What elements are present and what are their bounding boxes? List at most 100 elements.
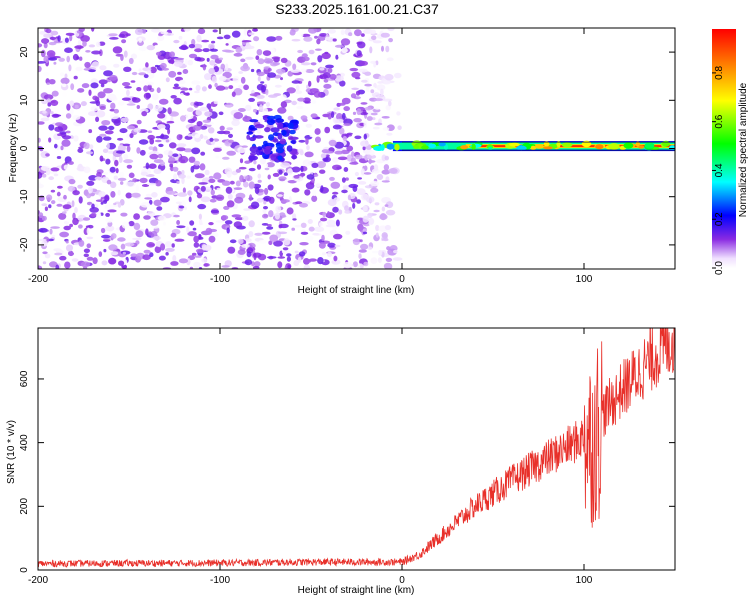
noise-blob xyxy=(228,85,234,90)
noise-blob xyxy=(74,45,84,49)
noise-blob xyxy=(89,101,99,104)
noise-blob xyxy=(241,40,252,43)
noise-blob xyxy=(360,102,368,105)
noise-blob xyxy=(48,79,56,85)
noise-blob xyxy=(362,231,368,235)
noise-blob xyxy=(345,177,349,181)
noise-blob xyxy=(132,237,142,241)
noise-blob xyxy=(289,29,296,36)
noise-blob xyxy=(173,214,180,218)
noise-blob xyxy=(362,215,369,223)
noise-blob xyxy=(343,123,352,127)
cluster-blob xyxy=(291,139,297,145)
noise-blob xyxy=(88,89,92,96)
noise-blob xyxy=(280,77,283,81)
noise-blob xyxy=(225,186,233,194)
noise-blob xyxy=(63,164,69,170)
noise-blob xyxy=(235,180,241,187)
noise-blob xyxy=(180,44,188,51)
noise-blob xyxy=(256,71,265,77)
noise-blob xyxy=(125,181,136,188)
noise-blob xyxy=(323,83,332,89)
noise-blob xyxy=(208,175,214,179)
noise-blob xyxy=(329,73,337,80)
noise-blob xyxy=(38,43,43,48)
noise-blob xyxy=(170,232,177,238)
noise-blob xyxy=(352,202,356,209)
signal-blob xyxy=(556,140,561,148)
noise-blob xyxy=(86,193,92,199)
noise-blob xyxy=(72,53,79,61)
noise-blob xyxy=(168,70,177,78)
noise-blob xyxy=(262,107,269,115)
noise-blob xyxy=(177,71,182,75)
noise-blob xyxy=(111,233,117,239)
noise-blob xyxy=(200,185,206,192)
noise-blob xyxy=(243,84,250,91)
noise-blob xyxy=(47,102,52,107)
noise-blob xyxy=(157,34,165,42)
noise-blob xyxy=(122,82,131,87)
noise-blob xyxy=(109,166,116,173)
noise-blob xyxy=(266,36,277,42)
x-tick-label: -100 xyxy=(210,575,230,586)
noise-blob xyxy=(337,156,348,161)
noise-blob xyxy=(88,69,96,73)
noise-blob xyxy=(345,230,351,235)
noise-blob xyxy=(280,101,288,108)
noise-blob xyxy=(154,64,159,68)
noise-blob xyxy=(155,180,162,187)
noise-blob xyxy=(261,231,271,235)
noise-blob xyxy=(334,244,341,248)
noise-blob xyxy=(264,41,272,45)
noise-blob xyxy=(172,153,179,157)
y-tick-label: 200 xyxy=(19,498,30,515)
noise-blob xyxy=(300,231,309,235)
noise-blob xyxy=(366,154,377,159)
colorbar-gradient xyxy=(712,29,736,268)
noise-blob xyxy=(50,226,60,229)
noise-blob xyxy=(144,197,153,200)
cluster-blob xyxy=(287,122,294,129)
noise-blob xyxy=(353,118,362,123)
cluster-blob xyxy=(249,119,259,123)
noise-blob xyxy=(338,102,346,106)
noise-blob xyxy=(240,58,246,63)
noise-blob xyxy=(178,155,189,164)
noise-blob xyxy=(105,158,111,165)
noise-blob xyxy=(158,60,165,63)
noise-blob xyxy=(314,35,318,39)
noise-blob xyxy=(393,249,398,254)
noise-blob xyxy=(259,118,263,125)
noise-blob xyxy=(310,62,317,66)
noise-blob xyxy=(43,33,52,38)
noise-blob xyxy=(248,97,256,102)
noise-blob xyxy=(189,266,194,269)
noise-blob xyxy=(201,258,208,263)
noise-blob xyxy=(60,77,70,85)
signal-blob xyxy=(638,145,645,149)
noise-blob xyxy=(301,33,311,38)
noise-blob xyxy=(117,177,127,181)
noise-blob xyxy=(160,31,169,35)
noise-blob xyxy=(336,113,343,121)
noise-blob xyxy=(77,88,85,93)
noise-blob xyxy=(156,124,166,130)
cluster-blob xyxy=(266,115,276,120)
noise-blob xyxy=(332,38,337,42)
noise-blob xyxy=(302,56,310,62)
noise-blob xyxy=(113,108,120,114)
noise-blob xyxy=(209,137,214,142)
noise-blob xyxy=(339,80,346,87)
noise-blob xyxy=(221,265,230,268)
noise-blob xyxy=(188,196,192,203)
noise-blob xyxy=(69,34,73,42)
snr-series-line xyxy=(38,328,675,568)
noise-blob xyxy=(95,116,100,123)
noise-blob xyxy=(123,159,134,164)
noise-blob xyxy=(88,111,98,117)
noise-blob xyxy=(299,150,304,156)
noise-blob xyxy=(334,44,345,48)
noise-blob xyxy=(173,97,182,105)
noise-blob xyxy=(69,100,75,107)
